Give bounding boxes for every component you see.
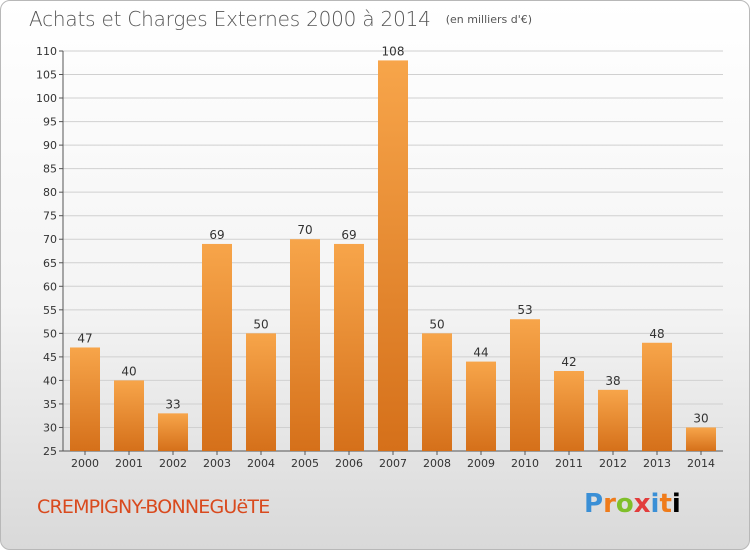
x-tick-label: 2009 (467, 457, 495, 470)
value-label: 47 (77, 331, 92, 345)
x-tick-label: 2001 (115, 457, 143, 470)
chart-title: Achats et Charges Externes 2000 à 2014 (… (29, 7, 532, 31)
bar-2003 (202, 243, 232, 451)
x-tick-label: 2000 (71, 457, 99, 470)
value-label: 70 (297, 223, 312, 237)
value-label: 38 (605, 374, 620, 388)
logo-letter: t (659, 489, 672, 519)
y-tick-label: 40 (43, 374, 57, 387)
bar-2009 (466, 361, 496, 451)
chart-title-main: Achats et Charges Externes 2000 à 2014 (29, 7, 431, 31)
y-tick-label: 30 (43, 421, 57, 434)
x-tick-label: 2003 (203, 457, 231, 470)
y-tick-label: 25 (43, 445, 57, 458)
value-label: 48 (649, 327, 664, 341)
bar-2000 (70, 347, 100, 451)
proxiti-logo: Proxiti (584, 489, 681, 519)
value-label: 69 (341, 228, 356, 242)
bar-2001 (114, 380, 144, 451)
y-tick-label: 85 (43, 163, 57, 176)
bar-2006 (334, 243, 364, 451)
y-tick-label: 80 (43, 186, 57, 199)
x-tick-label: 2006 (335, 457, 363, 470)
bar-2011 (554, 371, 584, 451)
logo-letter: i (671, 489, 681, 519)
bar-2007 (378, 60, 408, 451)
logo-letter: x (633, 489, 651, 519)
value-label: 69 (209, 228, 224, 242)
bar-2008 (422, 333, 452, 451)
y-tick-label: 110 (36, 45, 57, 58)
bar-2012 (598, 389, 628, 451)
value-label: 53 (517, 303, 532, 317)
y-tick-label: 60 (43, 280, 57, 293)
logo-letter: o (615, 489, 634, 519)
y-tick-label: 35 (43, 398, 57, 411)
x-tick-label: 2010 (511, 457, 539, 470)
value-label: 30 (693, 411, 708, 425)
x-tick-label: 2002 (159, 457, 187, 470)
x-tick-label: 2008 (423, 457, 451, 470)
x-tick-label: 2013 (643, 457, 671, 470)
value-label: 50 (429, 317, 444, 331)
bar-2004 (246, 333, 276, 451)
chart-title-unit: (en milliers d'€) (445, 13, 533, 26)
y-tick-label: 100 (36, 92, 57, 105)
x-tick-label: 2012 (599, 457, 627, 470)
bar-2014 (686, 427, 716, 451)
y-tick-label: 105 (36, 69, 57, 82)
x-tick-label: 2007 (379, 457, 407, 470)
value-label: 44 (473, 346, 488, 360)
bar-2005 (290, 239, 320, 451)
y-tick-label: 70 (43, 233, 57, 246)
bars (70, 60, 716, 451)
value-label: 42 (561, 355, 576, 369)
y-tick-label: 65 (43, 257, 57, 270)
value-labels: 47 40 33 69 50 70 69 108 50 44 53 42 38 48 30 (77, 44, 708, 425)
bar-2013 (642, 342, 672, 451)
x-tick-label: 2014 (687, 457, 715, 470)
y-tick-label: 75 (43, 210, 57, 223)
value-label: 108 (382, 44, 405, 58)
bar-2010 (510, 319, 540, 451)
y-tick-label: 55 (43, 304, 57, 317)
x-tick-label: 2004 (247, 457, 275, 470)
logo-letter: r (603, 489, 616, 519)
logo-letter: P (584, 489, 604, 519)
y-tick-label: 95 (43, 116, 57, 129)
logo-letter: i (650, 489, 660, 519)
bar-2002 (158, 413, 188, 451)
commune-name: CREMPIGNY-BONNEGUëTE (37, 496, 270, 518)
y-tick-label: 45 (43, 351, 57, 364)
value-label: 33 (165, 397, 180, 411)
value-label: 40 (121, 364, 136, 378)
value-label: 50 (253, 317, 268, 331)
y-tick-label: 50 (43, 327, 57, 340)
x-tick-label: 2005 (291, 457, 319, 470)
y-tick-label: 90 (43, 139, 57, 152)
x-tick-label: 2011 (555, 457, 583, 470)
